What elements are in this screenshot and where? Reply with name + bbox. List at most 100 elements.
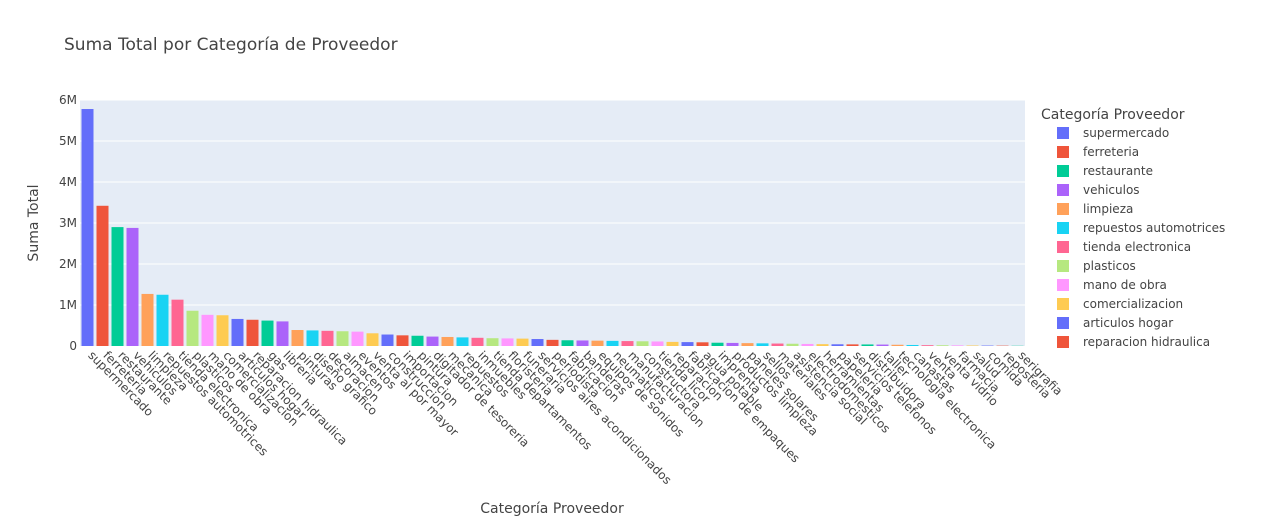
legend-item[interactable]: tienda electronica (1083, 240, 1191, 254)
bar (951, 345, 964, 346)
legend-item[interactable]: limpieza (1083, 202, 1133, 216)
bar (576, 340, 589, 346)
bar (261, 320, 274, 346)
bar (441, 336, 454, 346)
legend-swatch (1057, 184, 1069, 196)
legend-item[interactable]: comercializacion (1083, 297, 1183, 311)
y-axis-ticks: 0 1M 2M 3M 4M 5M 6M (59, 93, 77, 353)
bar (216, 315, 229, 346)
bar (816, 344, 829, 346)
bar (651, 341, 664, 346)
bar (696, 342, 709, 346)
legend-swatch (1057, 241, 1069, 253)
bar (81, 109, 94, 347)
bar (711, 342, 724, 346)
bar (246, 319, 259, 346)
legend-swatch (1057, 127, 1069, 139)
legend-item[interactable]: articulos hogar (1083, 316, 1173, 330)
bar (186, 310, 199, 346)
bar (306, 330, 319, 346)
bar (291, 330, 304, 346)
bar (96, 205, 109, 346)
bar (516, 338, 529, 346)
y-tick-label: 2M (59, 257, 77, 271)
x-axis-ticks: supermercadoferreteriarestaurantevehicul… (85, 348, 1065, 487)
bar (141, 293, 154, 346)
gridlines (80, 99, 1025, 306)
legend-item[interactable]: supermercado (1083, 126, 1169, 140)
bar (936, 345, 949, 346)
bar (486, 338, 499, 346)
legend-swatch (1057, 165, 1069, 177)
x-axis-title: Categoría Proveedor (480, 501, 624, 517)
legend-item[interactable]: restaurante (1083, 164, 1153, 178)
bar (741, 343, 754, 346)
legend-item[interactable]: plasticos (1083, 259, 1136, 273)
y-tick-label: 1M (59, 298, 77, 312)
legend-swatch (1057, 336, 1069, 348)
bar (366, 333, 379, 346)
bar (201, 314, 214, 346)
bar (726, 342, 739, 346)
bar (891, 344, 904, 346)
bar (111, 227, 124, 346)
bar (426, 336, 439, 346)
legend-swatch (1057, 222, 1069, 234)
bar (771, 343, 784, 346)
bar (456, 337, 469, 346)
chart-title: Suma Total por Categoría de Proveedor (64, 35, 398, 55)
bar (666, 341, 679, 346)
bar (546, 339, 559, 346)
legend-title: Categoría Proveedor (1041, 107, 1185, 123)
bar (561, 340, 574, 346)
bar (876, 344, 889, 346)
y-tick-label: 6M (59, 93, 77, 107)
bar (756, 343, 769, 346)
bar (831, 344, 844, 346)
bar (531, 339, 544, 346)
bar (336, 331, 349, 346)
legend-swatch (1057, 298, 1069, 310)
bar (861, 344, 874, 346)
bar (801, 343, 814, 346)
bar (591, 340, 604, 346)
legend-item[interactable]: repuestos automotrices (1083, 221, 1225, 235)
bar (381, 334, 394, 346)
bar (126, 227, 139, 346)
y-tick-label: 3M (59, 216, 77, 230)
bar (501, 338, 514, 346)
y-tick-label: 0 (69, 339, 77, 353)
y-tick-label: 4M (59, 175, 77, 189)
bar (171, 299, 184, 346)
y-axis-title: Suma Total (26, 184, 42, 261)
bar (786, 343, 799, 346)
legend: Categoría Proveedor supermercado ferreter… (1041, 107, 1225, 349)
bar (471, 337, 484, 346)
bar (681, 342, 694, 346)
bar (156, 294, 169, 346)
y-tick-label: 5M (59, 134, 77, 148)
bar (276, 321, 289, 346)
bar (411, 335, 424, 346)
bar (621, 341, 634, 346)
legend-swatch (1057, 146, 1069, 158)
bar (321, 330, 334, 346)
legend-item[interactable]: ferreteria (1083, 145, 1139, 159)
legend-swatch (1057, 203, 1069, 215)
legend-swatch (1057, 279, 1069, 291)
legend-swatch (1057, 260, 1069, 272)
bar (231, 318, 244, 346)
bars (81, 109, 1024, 347)
bar (921, 345, 934, 346)
bar (906, 344, 919, 346)
legend-item[interactable]: vehiculos (1083, 183, 1140, 197)
legend-item[interactable]: reparacion hidraulica (1083, 335, 1210, 349)
legend-item[interactable]: mano de obra (1083, 278, 1167, 292)
bar (396, 335, 409, 346)
bar (636, 341, 649, 346)
bar (351, 331, 364, 346)
bar (606, 340, 619, 346)
bar (846, 344, 859, 346)
legend-swatch (1057, 317, 1069, 329)
